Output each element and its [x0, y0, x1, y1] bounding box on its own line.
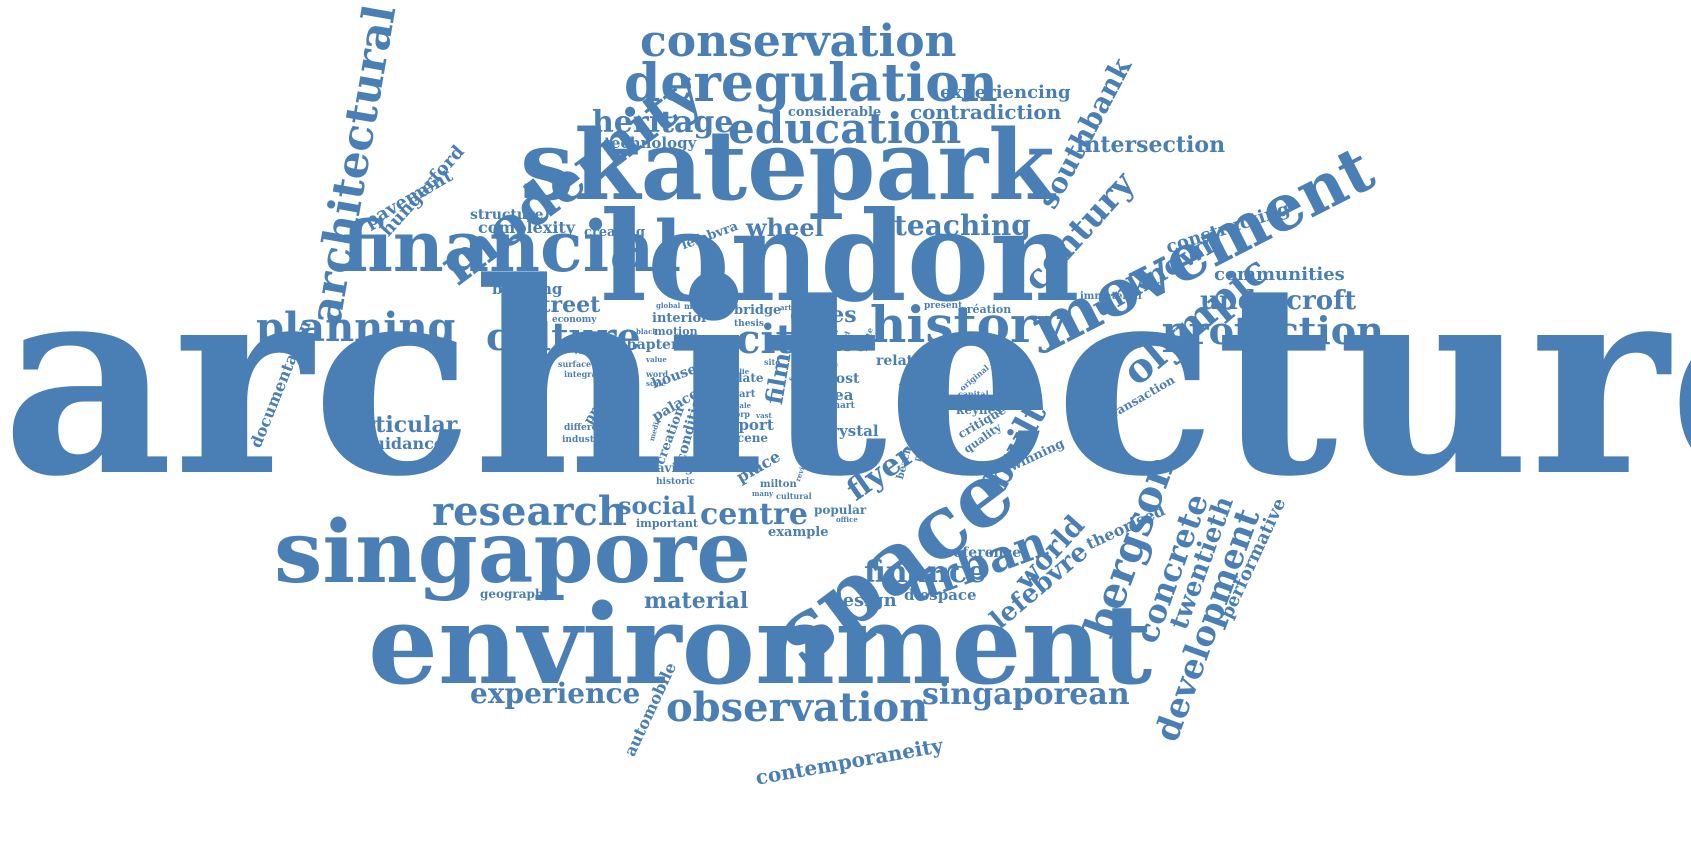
word-keynes: keynes: [956, 403, 1003, 417]
word-geography: geography: [480, 587, 551, 601]
word-street: street: [528, 292, 601, 318]
word-bridge: bridge: [734, 303, 782, 318]
word-despace: d’espace: [904, 586, 977, 604]
word-observation: observation: [666, 684, 929, 731]
word-undercroft: undercroft: [1200, 286, 1357, 316]
word-design: design: [830, 590, 897, 611]
word-immaterial: immaterial: [1080, 291, 1142, 302]
word-chart: chart: [828, 401, 855, 411]
word-skatepark: skatepark: [520, 109, 1055, 222]
word-experiencing: experiencing: [940, 82, 1071, 103]
word-singapore: singapore: [274, 502, 751, 603]
word-male: male: [732, 401, 752, 410]
word-wheel: wheel: [746, 213, 824, 242]
word-historic: historic: [656, 477, 695, 487]
word-motion: motion: [654, 325, 698, 338]
word-experience: experience: [470, 677, 641, 710]
word-environment: environment: [368, 580, 1153, 709]
word-culture: culture: [486, 314, 641, 359]
word-more: more: [818, 327, 839, 336]
word-interior: interior: [652, 311, 708, 326]
word-finance: finance: [864, 555, 987, 590]
word-late: late: [738, 371, 764, 385]
word-office: office: [836, 515, 858, 524]
word-complexity: complexity: [478, 218, 576, 237]
word-heritage: heritage: [592, 105, 734, 140]
word-contradiction: contradiction: [910, 100, 1062, 124]
word-material: material: [644, 588, 749, 614]
word-capital: capital: [958, 389, 989, 399]
word-industry: industry: [562, 435, 604, 445]
word-conservation: conservation: [640, 16, 957, 67]
word-many: many: [752, 489, 774, 498]
word-popular: popular: [814, 503, 867, 517]
word-sport: sport: [730, 416, 774, 434]
word-scene: scene: [730, 431, 769, 445]
word-vast: vast: [756, 411, 772, 420]
word-milton: milton: [760, 479, 797, 490]
word-video: video: [808, 332, 868, 356]
word-city: city: [736, 316, 818, 363]
word-architecture: architecture: [2, 225, 1691, 535]
word-cities: cities: [790, 302, 857, 328]
word-building: building: [492, 280, 563, 298]
word-time: time: [808, 357, 829, 367]
word-structure: structure: [470, 207, 544, 223]
word-black: black: [636, 327, 658, 336]
word-part: part: [732, 389, 756, 400]
word-scale: scale: [646, 379, 666, 388]
word-social: social: [618, 491, 696, 520]
word-particular: particular: [334, 412, 458, 438]
word-site: site: [764, 357, 781, 367]
word-deregulation: deregulation: [624, 53, 998, 114]
word-cultural: cultural: [776, 491, 812, 501]
word-guidance: guidance: [362, 434, 445, 453]
word-economy: economy: [552, 315, 597, 325]
word-move: move: [684, 301, 708, 311]
word-post: post: [826, 371, 860, 387]
word-important: important: [636, 517, 698, 530]
word-venue: venue: [574, 347, 598, 356]
word-centre: centre: [700, 497, 808, 532]
word-teaching: teaching: [894, 209, 1031, 242]
word-reference: reference: [946, 545, 1022, 561]
word-considerable: considerable: [788, 105, 882, 120]
word-creating: creating: [584, 225, 645, 240]
word-global: global: [656, 301, 681, 310]
word-different: different: [564, 423, 608, 433]
word-history: history: [870, 295, 1066, 354]
word-intersection: intersection: [1076, 132, 1226, 158]
word-value: value: [646, 355, 667, 364]
word-example: example: [768, 525, 829, 540]
word-crystal: crystal: [822, 422, 879, 440]
word-having: having: [648, 461, 694, 475]
word-relation: relation: [876, 353, 938, 369]
word-london: london: [600, 185, 1080, 330]
word-planning: planning: [256, 304, 456, 351]
word-corp: corp: [730, 409, 751, 419]
word-word: word: [646, 369, 669, 379]
word-thesis: thesis: [734, 319, 764, 329]
word-surface: surface: [558, 359, 592, 369]
word-year: year: [804, 347, 821, 356]
word-ollie: ollie: [732, 367, 750, 376]
word-technology: technology: [604, 134, 697, 152]
word-education: education: [728, 104, 962, 153]
word-article: article: [780, 303, 806, 312]
word-idea: idea: [818, 386, 854, 404]
word-creation-fr: création: [960, 303, 1012, 316]
word-singaporean: singaporean: [922, 677, 1130, 712]
word-financial: financial: [342, 205, 682, 288]
word-communities: communities: [1214, 264, 1345, 285]
word-integral: integral: [564, 369, 600, 379]
word-contemporaneity: contemporaneity: [753, 733, 945, 790]
word-chapter: chapter: [618, 337, 679, 353]
word-research: research: [432, 488, 627, 535]
word-present: present: [924, 301, 963, 311]
word-protection: protection: [1162, 308, 1384, 353]
